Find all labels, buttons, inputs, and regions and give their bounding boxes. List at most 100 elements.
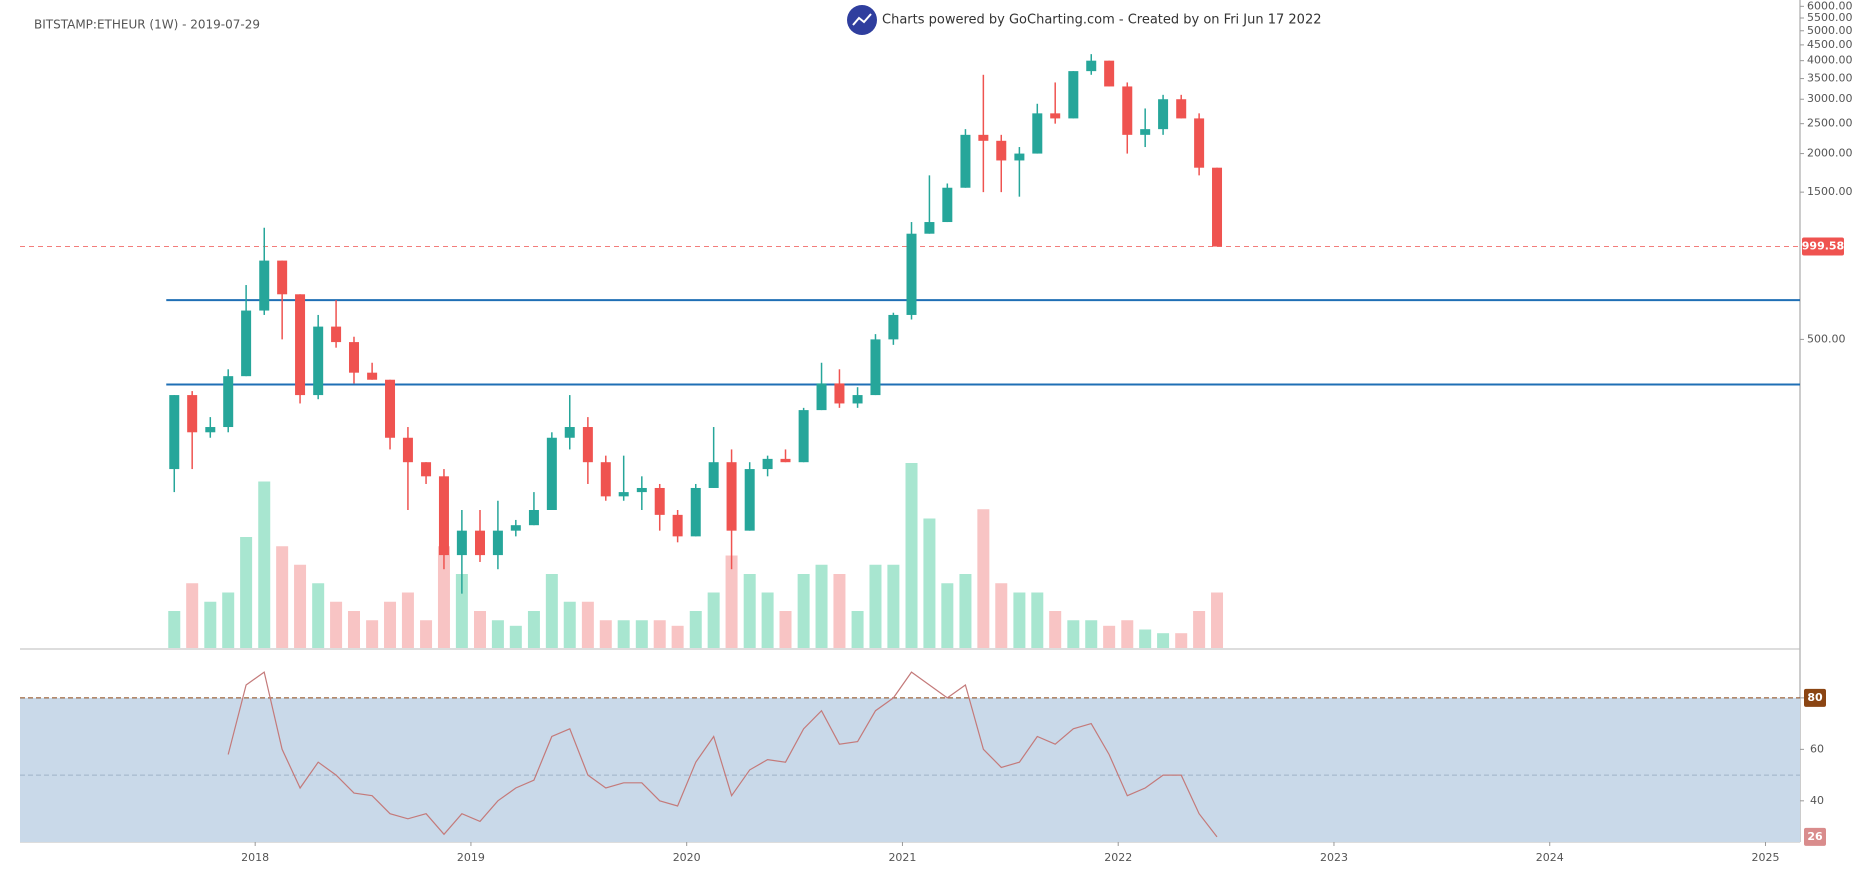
volume-bar [401, 592, 414, 648]
y-tick-label: 3000.00 [1807, 92, 1853, 105]
y-tick-label: 3500.00 [1807, 72, 1853, 85]
volume-bar [1085, 620, 1098, 648]
volume-bar [240, 537, 253, 648]
candle-body [205, 427, 216, 433]
volume-bar [797, 574, 810, 648]
volume-bar [1193, 611, 1206, 648]
candle-body [672, 514, 683, 537]
y-tick-label: 5000.00 [1807, 24, 1853, 37]
candle-body [762, 458, 773, 470]
candle-body [421, 462, 432, 477]
volume-bar [1175, 633, 1188, 648]
y-tick-label: 2500.00 [1807, 117, 1853, 130]
candle-body [1212, 167, 1223, 247]
volume-bar [653, 620, 666, 648]
x-tick-label: 2021 [888, 851, 916, 864]
candle-body [1122, 86, 1133, 135]
volume-bar [995, 583, 1008, 648]
x-tick-label: 2023 [1320, 851, 1348, 864]
y-tick-label: 4500.00 [1807, 38, 1853, 51]
volume-bar [168, 611, 181, 648]
candle-body [277, 260, 288, 295]
volume-bar [347, 611, 360, 648]
volume-bar [689, 611, 702, 648]
volume-bar [959, 574, 972, 648]
volume-bar [905, 463, 918, 648]
candle-body [798, 410, 809, 463]
candle-body [618, 492, 629, 497]
y-tick-label: 6000.00 [1807, 0, 1853, 12]
candle-body [1140, 129, 1151, 135]
candle-body [474, 530, 485, 556]
candle-body [510, 525, 521, 531]
y-tick-label: 5500.00 [1807, 11, 1853, 24]
volume-bar [420, 620, 433, 648]
candle-body [582, 427, 593, 463]
volume-bar [186, 583, 199, 648]
volume-bar [815, 564, 828, 648]
volume-bar [473, 611, 486, 648]
x-tick-label: 2019 [457, 851, 485, 864]
candle-body [690, 487, 701, 537]
x-tick-label: 2022 [1104, 851, 1132, 864]
candle-body [924, 222, 935, 234]
volume-bar [455, 574, 468, 648]
candle-body [780, 458, 791, 463]
volume-bar [1031, 592, 1044, 648]
rsi-badge-label: 26 [1807, 830, 1823, 843]
volume-bar [743, 574, 756, 648]
y-tick-label: 500.00 [1807, 332, 1846, 345]
candle-body [1014, 153, 1025, 161]
chart-subtitle: Charts powered by GoCharting.com - Creat… [882, 13, 1322, 28]
volume-bar [1049, 611, 1062, 648]
volume-bar [671, 625, 684, 648]
volume-bar [204, 601, 217, 648]
volume-bar [869, 564, 882, 648]
volume-bar [941, 583, 954, 648]
candle-body [708, 462, 719, 488]
candle-body [402, 437, 413, 463]
volume-bar [258, 481, 271, 648]
rsi-badge [1804, 827, 1826, 846]
x-tick-label: 2024 [1536, 851, 1564, 864]
candle-body [348, 342, 359, 373]
candle-body [223, 376, 234, 428]
rsi-line [227, 671, 1218, 838]
candle-body [313, 326, 324, 396]
candle-body [528, 509, 539, 526]
candle-body [906, 233, 917, 315]
candle-body [546, 437, 557, 510]
volume-bar [330, 601, 343, 648]
candle-body [870, 339, 881, 396]
volume-bar [1067, 620, 1080, 648]
candle-body [492, 530, 503, 556]
volume-bar [545, 574, 558, 648]
x-tick-label: 2020 [673, 851, 701, 864]
volume-bar [707, 592, 720, 648]
candle-body [1068, 71, 1079, 119]
candle-body [1050, 113, 1061, 119]
volume-bar [276, 546, 289, 648]
volume-bar [617, 620, 630, 648]
candle-body [1176, 99, 1187, 119]
rsi-tick-label: 40 [1810, 794, 1824, 807]
rsi-band [20, 697, 1800, 842]
volume-bar [761, 592, 774, 648]
volume-bar [923, 518, 936, 648]
rsi-badge-label: 80 [1807, 691, 1823, 704]
volume-bar [887, 564, 900, 648]
volume-bar [222, 592, 235, 648]
volume-bar [1139, 629, 1152, 648]
candle-body [169, 395, 180, 470]
candle-body [744, 469, 755, 531]
candle-body [367, 372, 378, 380]
volume-bar [725, 555, 738, 648]
candle-body [259, 260, 270, 311]
candle-body [438, 476, 449, 556]
candle-body [295, 294, 306, 396]
volume-bar [366, 620, 379, 648]
candle-body [241, 310, 252, 377]
volume-bar [384, 601, 397, 648]
